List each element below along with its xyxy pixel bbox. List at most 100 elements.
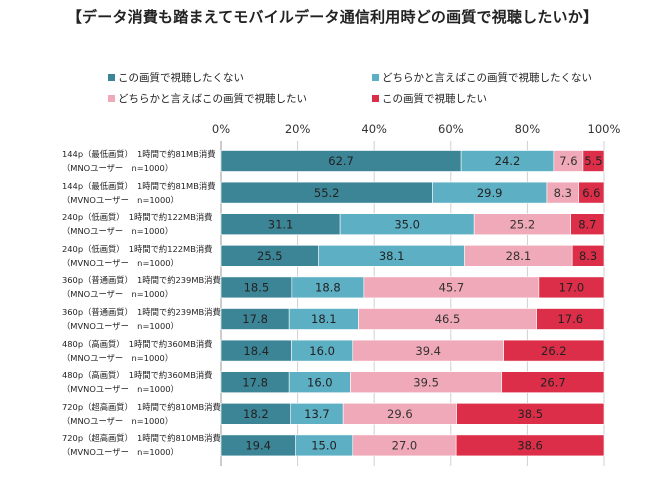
legend-swatch xyxy=(372,95,379,102)
bar-segment xyxy=(536,308,605,330)
data-label: 39.4 xyxy=(415,344,441,358)
bar-segment xyxy=(503,339,605,362)
category-label-line1: 360p（普通画質） 1時間で約239MB消費 xyxy=(62,307,221,317)
x-tick-label: 60% xyxy=(438,122,464,136)
data-label: 39.5 xyxy=(413,375,439,389)
legend-swatch xyxy=(108,95,115,102)
data-label: 13.7 xyxy=(304,407,330,421)
x-tick-label: 40% xyxy=(361,122,387,136)
category-label-line1: 144p（最低画質） 1時間で約81MB消費 xyxy=(62,180,216,191)
category-label-line2: （MVNOユーザー n=1000） xyxy=(62,321,179,331)
data-label: 18.2 xyxy=(243,407,269,421)
bar-segment xyxy=(571,245,605,267)
category-label-line1: 480p（高画質） 1時間で約360MB消費 xyxy=(62,370,213,381)
legend-swatch xyxy=(108,74,115,81)
category-label: 480p（高画質） 1時間で約360MB消費 （MNOユーザー n=1000） xyxy=(62,337,212,365)
data-label: 8.7 xyxy=(578,217,596,231)
data-label: 16.0 xyxy=(309,344,335,358)
legend-item-rather-not-want: どちらかと言えばこの画質で視聴したくない xyxy=(372,70,592,85)
data-label: 29.6 xyxy=(387,407,413,421)
data-label: 24.2 xyxy=(495,154,521,168)
category-label: 720p（超高画質） 1時間で約810MB消費 （MVNOユーザー n=1000） xyxy=(62,431,221,459)
category-label-line2: （MNOユーザー n=1000） xyxy=(62,163,174,173)
data-label: 25.5 xyxy=(257,249,283,263)
data-label: 8.3 xyxy=(554,186,572,200)
category-label-line2: （MNOユーザー n=1000） xyxy=(62,226,174,237)
data-label: 17.6 xyxy=(557,312,583,326)
data-label: 18.5 xyxy=(244,281,270,295)
data-label: 28.1 xyxy=(506,249,532,263)
data-label: 26.7 xyxy=(540,375,566,389)
bar-segment xyxy=(456,402,605,425)
x-tick-label: 0% xyxy=(212,122,230,136)
legend-swatch xyxy=(372,74,379,81)
bar-segment xyxy=(578,181,605,204)
category-label-line1: 360p（普通画質） 1時間で約239MB消費 xyxy=(62,275,221,286)
data-label: 16.0 xyxy=(307,375,333,389)
bar-segment xyxy=(455,434,605,457)
category-label-line1: 720p（超高画質） 1時間で約810MB消費 xyxy=(62,433,221,444)
data-label: 18.8 xyxy=(315,281,341,295)
category-label: 360p（普通画質） 1時間で約239MB消費 （MVNOユーザー n=1000） xyxy=(62,305,221,333)
data-label: 18.4 xyxy=(243,344,269,358)
bar-segment xyxy=(582,150,605,172)
category-label-line2: （MNOユーザー n=1000） xyxy=(62,415,174,426)
data-label: 26.2 xyxy=(541,344,567,358)
data-label: 19.4 xyxy=(245,439,271,453)
legend-label: この画質で視聴したい xyxy=(382,93,487,105)
category-label-line1: 240p（低画質） 1時間で約122MB消費 xyxy=(62,212,213,223)
data-label: 62.7 xyxy=(328,154,354,168)
legend-item-rather-want: どちらかと言えばこの画質で視聴したい xyxy=(108,91,307,106)
category-label-line1: 720p（超高画質） 1時間で約810MB消費 xyxy=(62,401,221,412)
data-label: 25.2 xyxy=(510,217,536,231)
legend-label: どちらかと言えばこの画質で視聴したい xyxy=(118,93,307,105)
bar-segment xyxy=(538,276,605,299)
data-label: 38.5 xyxy=(517,407,543,421)
legend-label: この画質で視聴したくない xyxy=(118,72,244,84)
category-label: 240p（低画質） 1時間で約122MB消費 （MNOユーザー n=1000） xyxy=(62,210,212,238)
data-label: 5.5 xyxy=(584,154,602,168)
legend-label: どちらかと言えばこの画質で視聴したくない xyxy=(382,72,592,84)
data-label: 17.0 xyxy=(559,281,585,295)
data-label: 38.6 xyxy=(517,439,543,453)
data-label: 55.2 xyxy=(314,186,340,200)
data-label: 46.5 xyxy=(435,312,461,326)
bar-segment xyxy=(501,371,605,394)
data-label: 15.0 xyxy=(311,439,337,453)
x-tick-label: 20% xyxy=(285,122,311,136)
data-label: 7.6 xyxy=(559,154,577,168)
category-label-line1: 240p（低画質） 1時間で約122MB消費 xyxy=(62,243,213,254)
data-label: 35.0 xyxy=(394,217,420,231)
category-label: 144p（最低画質） 1時間で約81MB消費 （MVNOユーザー n=1000） xyxy=(62,179,216,207)
data-label: 38.1 xyxy=(379,249,405,263)
category-label: 480p（高画質） 1時間で約360MB消費 （MVNOユーザー n=1000） xyxy=(62,368,212,396)
data-label: 17.8 xyxy=(242,375,268,389)
category-label-line1: 144p（最低画質） 1時間で約81MB消費 xyxy=(62,149,216,159)
x-tick-label: 100% xyxy=(588,122,621,136)
category-label: 720p（超高画質） 1時間で約810MB消費 （MNOユーザー n=1000） xyxy=(62,400,221,428)
data-label: 17.8 xyxy=(242,312,268,326)
data-label: 8.3 xyxy=(579,249,597,263)
category-label-line2: （MVNOユーザー n=1000） xyxy=(62,257,179,268)
data-label: 45.7 xyxy=(439,281,465,295)
category-label-line2: （MVNOユーザー n=1000） xyxy=(62,194,179,205)
chart-title: 【データ消費も踏まえてモバイルデータ通信利用時どの画質で視聴したいか】 xyxy=(66,8,599,26)
category-label: 144p（最低画質） 1時間で約81MB消費 （MNOユーザー n=1000） xyxy=(62,147,216,175)
data-label: 6.6 xyxy=(582,186,600,200)
legend-item-want: この画質で視聴したい xyxy=(372,91,487,106)
category-label: 360p（普通画質） 1時間で約239MB消費 （MNOユーザー n=1000） xyxy=(62,273,221,301)
bar-segment xyxy=(570,213,605,235)
category-label-line2: （MVNOユーザー n=1000） xyxy=(62,447,179,458)
category-label-line1: 480p（高画質） 1時間で約360MB消費 xyxy=(62,338,213,349)
data-label: 18.1 xyxy=(311,312,337,326)
data-label: 29.9 xyxy=(477,186,503,200)
data-label: 27.0 xyxy=(392,439,418,453)
data-label: 31.1 xyxy=(268,217,294,231)
legend-item-not-want: この画質で視聴したくない xyxy=(108,70,244,85)
category-label: 240p（低画質） 1時間で約122MB消費 （MVNOユーザー n=1000） xyxy=(62,242,212,270)
category-label-line2: （MNOユーザー n=1000） xyxy=(62,289,174,300)
x-tick-label: 80% xyxy=(515,122,541,136)
category-label-line2: （MNOユーザー n=1000） xyxy=(62,352,174,363)
category-label-line2: （MVNOユーザー n=1000） xyxy=(62,384,179,395)
